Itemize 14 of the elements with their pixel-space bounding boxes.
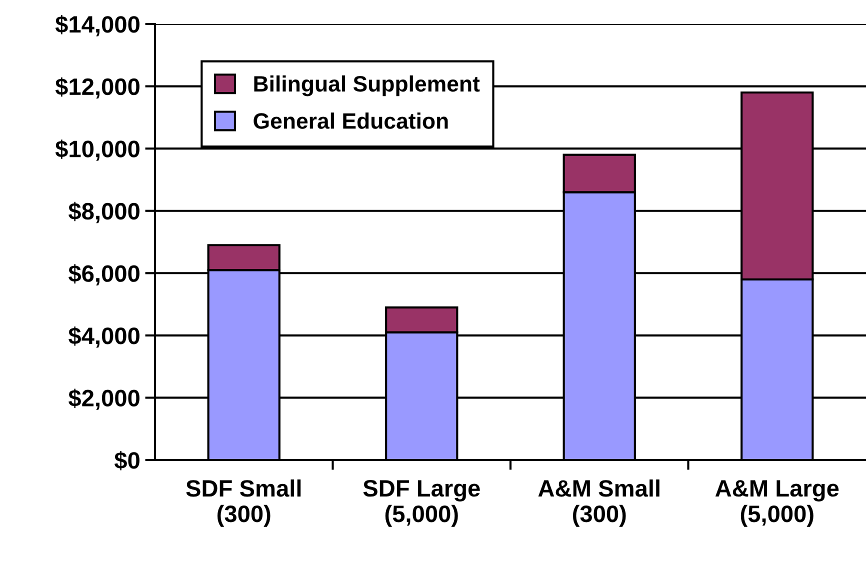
legend-label: General Education xyxy=(254,112,448,129)
y-tick-label: $2,000 xyxy=(68,388,140,410)
x-tick-label: A&M Small (300) xyxy=(538,479,660,527)
x-tick-label: A&M Large (5,000) xyxy=(715,480,839,527)
y-tick-label: $8,000 xyxy=(68,202,140,224)
y-tick-label: $10,000 xyxy=(55,140,140,161)
y-tick-label: $6,000 xyxy=(68,264,140,286)
y-tick-label: $12,000 xyxy=(55,77,140,98)
legend-label: Bilingual Supplement xyxy=(254,75,480,96)
x-tick-label: SDF Large (5,000) xyxy=(363,480,480,527)
y-tick-label: $14,000 xyxy=(55,15,140,36)
y-tick-label: $4,000 xyxy=(68,326,140,348)
y-tick-label: $0 xyxy=(114,451,140,470)
x-tick-label: SDF Small (300) xyxy=(186,479,301,527)
